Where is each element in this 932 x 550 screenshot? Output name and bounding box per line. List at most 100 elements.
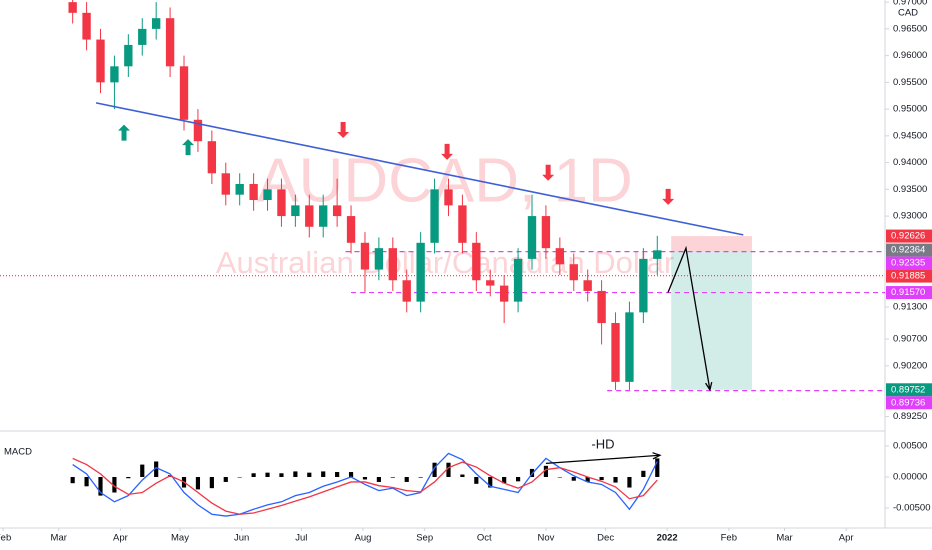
- candle-body: [639, 258, 648, 313]
- histogram-bar: [251, 473, 256, 477]
- y-tick-label: 0.94500: [893, 130, 927, 141]
- y-tick-label: 0.93500: [893, 184, 927, 195]
- currency: CAD: [898, 8, 918, 19]
- y2-tick-label: 0.00000: [893, 472, 927, 483]
- histogram-bar: [446, 462, 451, 477]
- histogram-bar: [84, 476, 89, 487]
- histogram-bar: [154, 461, 159, 477]
- histogram-bar: [515, 476, 521, 482]
- candle-body: [305, 205, 314, 227]
- candle-body: [597, 290, 606, 324]
- price-label: 0.91885: [891, 271, 925, 282]
- candle-body: [319, 205, 328, 227]
- candle-body: [263, 189, 272, 201]
- price-label-bg: [886, 229, 932, 243]
- candle-body: [486, 280, 495, 286]
- price-label-bg: [886, 243, 932, 257]
- candle-body: [541, 216, 551, 249]
- watermark-subtitle: Australian Dollar/Canadian Dollar: [216, 245, 674, 280]
- candle-body: [110, 66, 119, 83]
- candle-body: [68, 2, 77, 13]
- y-tick-label: 0.96500: [893, 23, 927, 34]
- x-tick-label: 2022: [657, 533, 678, 544]
- y2-tick-label: -0.00500: [893, 503, 931, 514]
- price-label-bg: [886, 269, 932, 283]
- histogram-bar: [293, 471, 298, 477]
- candle-body: [472, 242, 481, 281]
- candle-body: [569, 264, 578, 281]
- candle-body: [374, 248, 384, 270]
- candle-body: [416, 242, 425, 302]
- price-label: 0.92626: [891, 231, 925, 242]
- signal-arrow: [118, 124, 131, 141]
- x-tick-label: Nov: [537, 533, 554, 544]
- candle-body: [402, 280, 411, 302]
- histogram-bar: [376, 476, 381, 482]
- projection-path: [667, 245, 711, 390]
- candle-body: [527, 216, 537, 259]
- candle-body: [513, 258, 523, 302]
- histogram-bar: [348, 472, 354, 477]
- histogram-bar: [404, 476, 409, 482]
- candle-body: [458, 205, 467, 243]
- hd-annotation: -HD: [591, 437, 614, 452]
- y-tick-label: 0.89250: [893, 411, 927, 422]
- x-tick-label: Oct: [477, 533, 492, 544]
- candle-body: [138, 28, 147, 45]
- x-tick-label: Apr: [113, 533, 128, 544]
- candle-body: [444, 189, 453, 206]
- histogram-bar: [279, 473, 284, 477]
- histogram-bar: [571, 476, 576, 481]
- y-tick-label: 0.91300: [893, 302, 927, 313]
- candle-body: [249, 183, 258, 201]
- histogram-bar: [432, 462, 437, 477]
- signal-arrow: [542, 164, 555, 181]
- price-label: 0.89752: [891, 384, 925, 395]
- x-tick-label: Dec: [597, 533, 614, 544]
- x-tick-label: Aug: [355, 533, 372, 544]
- y-tick-label: 0.93000: [893, 211, 927, 222]
- histogram-bar: [70, 476, 75, 484]
- histogram-bar: [98, 476, 103, 496]
- candle-body: [165, 18, 175, 67]
- histogram-bar: [195, 476, 201, 490]
- histogram-bar: [307, 472, 312, 477]
- x-tick-label: Mar: [776, 533, 792, 544]
- y-tick-label: 0.96000: [893, 50, 927, 61]
- histogram-bar: [209, 476, 214, 489]
- price-label-bg: [886, 396, 932, 410]
- price-label: 0.91570: [891, 287, 925, 298]
- x-tick-label: May: [171, 533, 189, 544]
- y-tick-label: 0.94000: [893, 157, 927, 168]
- x-tick-label: Mar: [51, 533, 67, 544]
- candle-body: [611, 323, 620, 382]
- candle-body: [625, 312, 634, 382]
- y-tick-label: 0.97000: [893, 0, 927, 8]
- x-tick-label: Feb: [721, 533, 737, 544]
- candle-body: [555, 248, 565, 265]
- hd-line: [545, 454, 661, 464]
- candle-body: [207, 141, 217, 174]
- candle-body: [277, 189, 286, 217]
- histogram-bar: [223, 476, 228, 482]
- candle-body: [346, 216, 356, 243]
- histogram-bar: [655, 458, 660, 477]
- candle-body: [583, 280, 592, 291]
- price-label: 0.92335: [891, 258, 925, 269]
- x-tick-label: Jul: [295, 533, 307, 544]
- candle-body: [152, 18, 161, 29]
- price-label: 0.89736: [891, 397, 925, 408]
- y2-tick-label: 0.00500: [893, 440, 927, 451]
- candle-body: [332, 205, 342, 217]
- macd-title: MACD: [4, 447, 32, 458]
- candle-body: [291, 205, 300, 217]
- histogram-bar: [112, 476, 117, 493]
- x-tick-label: Jun: [234, 533, 249, 544]
- x-tick-label: Apr: [839, 533, 854, 544]
- histogram-bar: [488, 476, 493, 488]
- y-tick-label: 0.95500: [893, 77, 927, 88]
- candle-body: [193, 119, 203, 142]
- y-tick-label: 0.90200: [893, 360, 927, 371]
- candle-body: [82, 12, 91, 40]
